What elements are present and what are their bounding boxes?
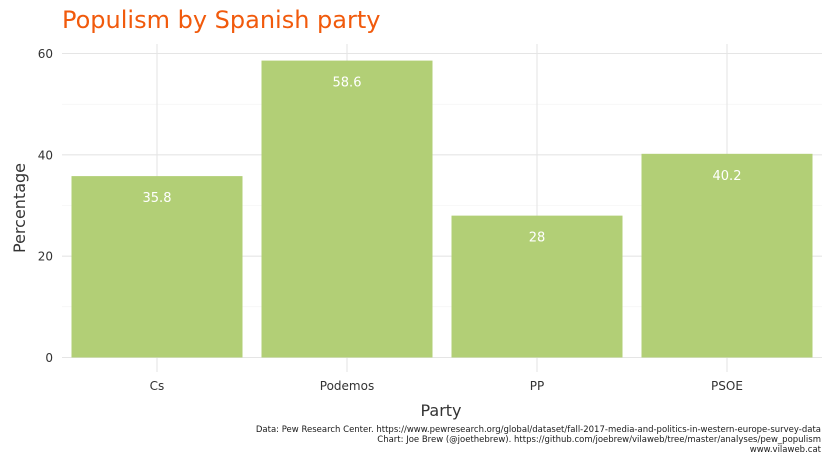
caption-author: Chart: Joe Brew (@joethebrew). https://g…: [377, 435, 821, 445]
y-tick-label: 40: [38, 148, 53, 162]
caption-data-source: Data: Pew Research Center. https://www.p…: [255, 425, 821, 435]
data-label: 58.6: [333, 76, 362, 91]
y-tick-label: 60: [38, 47, 53, 61]
x-tick-label: PSOE: [711, 379, 743, 393]
bar: [261, 60, 433, 358]
y-tick-labels: 0 20 40 60: [38, 47, 53, 365]
caption-website: www.vilaweb.cat: [749, 445, 821, 455]
bar: [451, 215, 623, 358]
y-tick-label: 20: [38, 250, 53, 264]
y-tick-label: 0: [45, 351, 53, 365]
x-axis-title: Party: [420, 401, 461, 420]
bars: [71, 60, 813, 358]
bar: [641, 153, 813, 358]
chart-title: Populism by Spanish party: [62, 6, 381, 34]
x-tick-label: Cs: [150, 379, 165, 393]
x-tick-label: Podemos: [320, 379, 374, 393]
x-tick-label: PP: [530, 379, 544, 393]
data-label: 35.8: [143, 191, 172, 206]
x-tick-labels: Cs Podemos PP PSOE: [150, 379, 743, 393]
data-labels: 35.8 58.6 28 40.2: [143, 76, 742, 246]
y-axis-title: Percentage: [10, 163, 29, 253]
data-label: 28: [529, 231, 546, 246]
data-label: 40.2: [713, 169, 742, 184]
bar: [71, 176, 243, 358]
